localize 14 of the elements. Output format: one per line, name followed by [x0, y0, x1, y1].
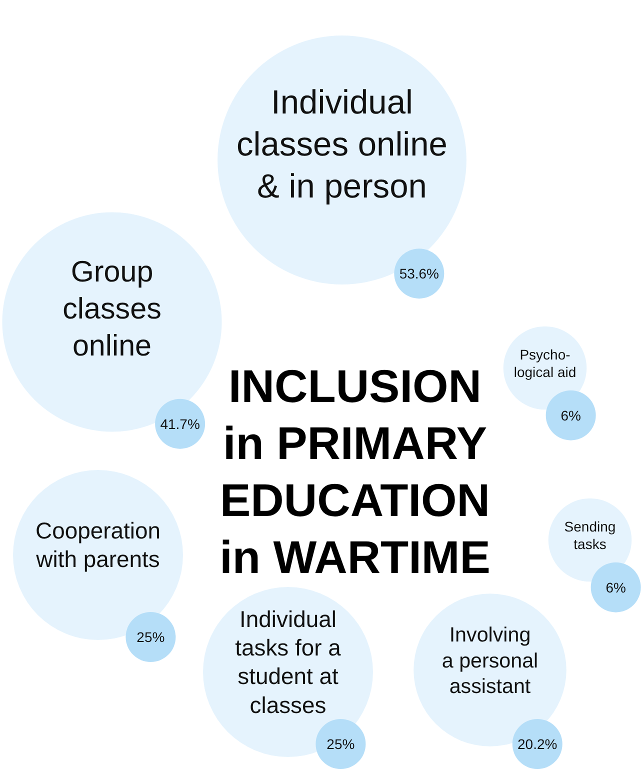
category-label: Involving a personal assistant [442, 624, 538, 698]
category-label: Individual tasks for a student at classes [235, 606, 342, 718]
category-label: Sending tasks [564, 518, 616, 552]
data-label: 25% [136, 629, 165, 645]
category-label: Group classes online [62, 255, 162, 362]
category-label: Psycho- logical aid [514, 346, 576, 380]
category-label: Individual classes online & in person [236, 84, 448, 206]
data-label: 25% [326, 736, 355, 752]
data-label: 6% [560, 407, 581, 424]
data-label: 20.2% [518, 736, 558, 752]
data-label: 6% [606, 579, 626, 596]
data-label: 41.7% [160, 416, 200, 432]
category-label: Cooperation with parents [35, 517, 160, 572]
data-label: 53.6% [399, 266, 440, 282]
